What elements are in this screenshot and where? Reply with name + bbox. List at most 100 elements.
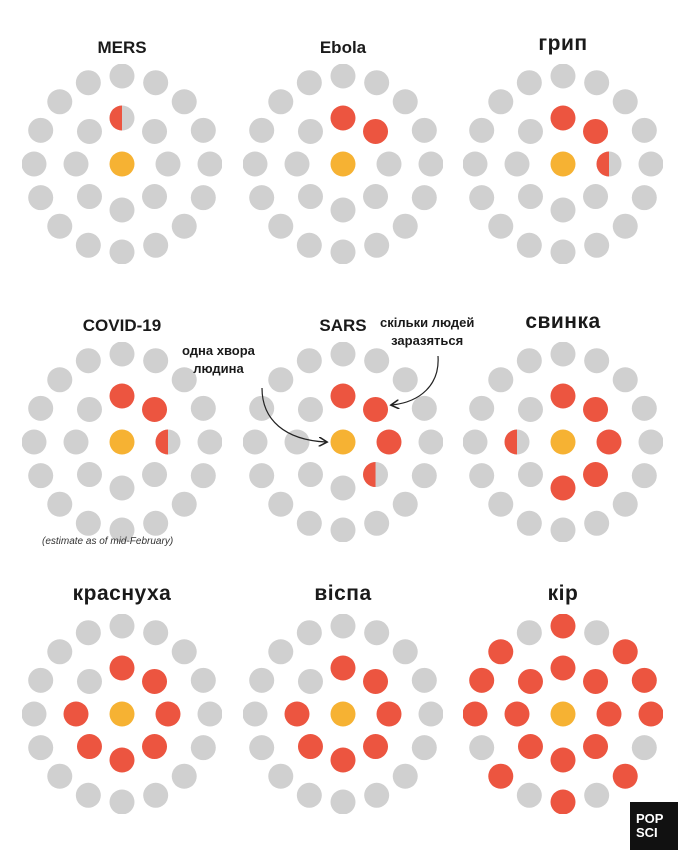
healthy-dot <box>268 639 294 665</box>
healthy-dot <box>75 348 101 374</box>
infected-dot <box>330 105 356 131</box>
healthy-dot <box>488 367 514 393</box>
healthy-dot <box>584 782 610 808</box>
callout-line: заразяться <box>391 333 464 348</box>
panel-title: Ebola <box>319 38 367 57</box>
infected-dot <box>550 655 576 681</box>
infected-dot <box>504 701 530 727</box>
infected-dot <box>155 701 181 727</box>
panel-title: віспа <box>314 582 372 605</box>
dot-grid <box>463 342 663 542</box>
callout-line: людина <box>193 361 244 376</box>
healthy-dot <box>297 668 323 694</box>
healthy-dot <box>284 151 310 177</box>
dot-grid <box>243 342 443 542</box>
healthy-dot <box>517 462 543 488</box>
healthy-dot <box>155 151 181 177</box>
panel-flu: грип <box>463 32 663 298</box>
healthy-dot <box>550 239 576 264</box>
healthy-dot <box>22 701 47 727</box>
healthy-dot <box>109 614 135 639</box>
healthy-dot <box>411 735 437 761</box>
healthy-dot <box>197 701 222 727</box>
healthy-dot <box>76 462 102 488</box>
partial-infected-dot <box>155 429 168 455</box>
dot-grid <box>22 614 222 814</box>
healthy-dot <box>364 510 390 536</box>
dot-grid <box>243 64 443 264</box>
infected-dot <box>596 429 622 455</box>
healthy-dot <box>142 184 168 210</box>
infected-dot <box>638 701 663 727</box>
infected-dot <box>363 668 389 694</box>
healthy-dot <box>142 462 168 488</box>
infected-dot <box>631 667 657 693</box>
popsci-logo: POP SCI <box>630 802 678 850</box>
infected-dot <box>142 396 168 422</box>
healthy-dot <box>243 701 268 727</box>
healthy-dot <box>284 429 310 455</box>
panel-measles: кір <box>463 582 663 848</box>
covid-estimate-note: (estimate as of mid-February) <box>42 536 174 547</box>
infected-dot <box>583 118 609 144</box>
healthy-dot <box>75 620 101 646</box>
healthy-dot <box>516 232 542 258</box>
partial-infected-dot <box>109 105 122 131</box>
healthy-dot <box>47 213 73 239</box>
healthy-dot <box>249 463 275 489</box>
healthy-dot <box>296 620 322 646</box>
healthy-dot <box>584 348 610 374</box>
healthy-dot <box>47 763 73 789</box>
panel-title: грип <box>538 32 588 55</box>
healthy-dot <box>296 70 322 96</box>
infected-dot <box>363 118 389 144</box>
infected-dot <box>550 105 576 131</box>
healthy-dot <box>364 620 390 646</box>
healthy-dot <box>550 342 576 367</box>
healthy-dot <box>612 213 638 239</box>
infected-dot <box>363 396 389 422</box>
healthy-dot <box>612 491 638 517</box>
healthy-dot <box>109 342 135 367</box>
panel-title: MERS <box>97 38 147 57</box>
healthy-dot <box>63 151 89 177</box>
healthy-dot <box>364 782 390 808</box>
infected-dot <box>550 789 576 814</box>
panel-swine: свинка <box>463 310 663 576</box>
patient-dot <box>550 429 576 455</box>
healthy-dot <box>109 475 135 501</box>
healthy-dot <box>143 620 169 646</box>
healthy-dot <box>109 64 135 89</box>
healthy-dot <box>612 89 638 115</box>
healthy-dot <box>411 117 437 143</box>
infected-dot <box>76 734 102 760</box>
healthy-dot <box>330 64 356 89</box>
healthy-dot <box>63 429 89 455</box>
infected-dot <box>550 614 576 639</box>
infected-dot <box>612 763 638 789</box>
partial-infected-dot <box>363 462 376 488</box>
panel-rubella: краснуха <box>22 582 222 848</box>
panel-mers: MERS <box>22 38 222 298</box>
healthy-dot <box>296 782 322 808</box>
healthy-dot <box>171 763 197 789</box>
healthy-dot <box>392 213 418 239</box>
healthy-dot <box>516 620 542 646</box>
healthy-dot <box>22 429 47 455</box>
infected-dot <box>376 701 402 727</box>
healthy-dot <box>411 185 437 211</box>
healthy-dot <box>109 239 135 264</box>
healthy-dot <box>364 348 390 374</box>
healthy-dot <box>517 396 543 422</box>
infected-dot <box>583 396 609 422</box>
infected-dot <box>63 701 89 727</box>
healthy-dot <box>296 232 322 258</box>
healthy-dot <box>330 789 356 814</box>
infected-dot <box>596 701 622 727</box>
patient-dot <box>109 429 135 455</box>
healthy-dot <box>197 429 222 455</box>
infected-dot <box>109 747 135 773</box>
infected-dot <box>550 747 576 773</box>
infected-dot <box>109 655 135 681</box>
panel-sars: SARS <box>243 316 443 576</box>
